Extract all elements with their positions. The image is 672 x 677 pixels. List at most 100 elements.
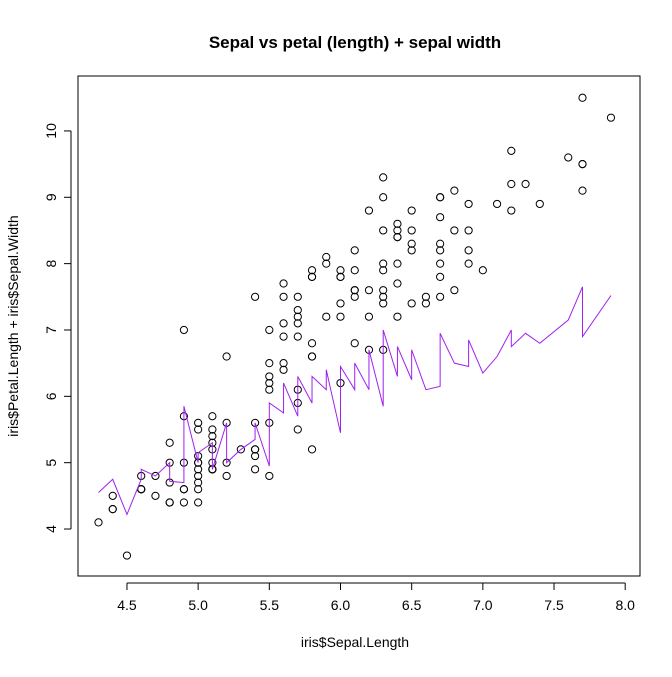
point: [379, 266, 388, 275]
y-tick-label: 5: [43, 459, 59, 467]
point: [436, 239, 445, 248]
point: [350, 339, 359, 348]
point: [450, 226, 459, 235]
point: [464, 199, 473, 209]
point: [293, 319, 302, 328]
y-tick-label: 10: [43, 123, 59, 139]
point: [250, 465, 260, 474]
point: [336, 312, 345, 321]
point: [450, 286, 459, 295]
point: [122, 551, 132, 560]
point: [379, 259, 388, 268]
point: [194, 485, 203, 494]
point: [179, 485, 189, 494]
y-tick-label: 6: [43, 392, 59, 400]
point: [407, 226, 416, 235]
point: [350, 292, 359, 301]
point: [350, 286, 359, 295]
point: [307, 445, 317, 454]
point: [464, 226, 473, 235]
point: [492, 199, 502, 209]
point: [179, 498, 189, 507]
y-tick-label: 8: [43, 260, 59, 268]
x-tick-label: 6.0: [331, 597, 351, 613]
point: [265, 325, 274, 335]
line: [98, 286, 612, 516]
point: [578, 93, 587, 102]
x-tick-label: 8.0: [615, 597, 635, 613]
point: [208, 425, 217, 434]
point: [436, 213, 445, 222]
point: [464, 246, 473, 255]
plot-box: [77, 75, 641, 577]
point: [407, 206, 416, 215]
point: [322, 259, 331, 268]
point: [379, 226, 388, 235]
point: [307, 352, 317, 361]
point: [265, 378, 274, 388]
point: [535, 199, 544, 209]
point: [279, 279, 288, 288]
x-tick-label: 7.5: [544, 597, 564, 613]
point: [279, 365, 288, 374]
point: [293, 305, 302, 315]
point: [379, 286, 388, 295]
point: [250, 451, 260, 461]
point: [194, 471, 203, 481]
point: [379, 292, 388, 301]
x-tick-label: 6.5: [402, 597, 422, 613]
point: [307, 272, 317, 282]
point: [436, 272, 445, 282]
y-tick-label: 7: [43, 326, 59, 334]
point: [379, 193, 388, 202]
point: [606, 113, 616, 122]
point: [194, 478, 203, 487]
point: [578, 160, 587, 169]
point: [293, 312, 302, 321]
point: [108, 491, 117, 500]
point: [564, 153, 573, 162]
point: [322, 312, 331, 321]
point: [293, 425, 302, 434]
point: [194, 465, 203, 474]
chart-title: Sepal vs petal (length) + sepal width: [209, 33, 501, 52]
point: [393, 312, 402, 321]
y-tick-label: 9: [43, 193, 59, 201]
point: [393, 279, 402, 288]
point: [350, 246, 359, 255]
point: [464, 259, 473, 268]
point: [194, 498, 203, 507]
point: [521, 179, 530, 189]
point: [293, 332, 302, 341]
point: [165, 498, 174, 507]
point: [578, 186, 587, 195]
point: [336, 266, 345, 275]
point: [421, 299, 431, 308]
point: [393, 232, 402, 242]
y-tick-label: 4: [43, 525, 59, 533]
point: [393, 226, 402, 235]
point: [436, 292, 445, 301]
point: [350, 266, 359, 275]
point: [165, 438, 174, 447]
point: [179, 325, 189, 335]
point: [407, 239, 416, 248]
point: [364, 312, 374, 321]
y-axis-label: iris$Petal.Length + iris$Sepal.Width: [5, 215, 21, 436]
point: [208, 432, 217, 441]
point: [307, 339, 317, 348]
point: [279, 292, 288, 301]
point: [364, 206, 374, 215]
point: [236, 445, 245, 454]
point: [279, 359, 288, 368]
point: [407, 246, 416, 255]
point: [436, 259, 445, 268]
point: [379, 173, 388, 182]
point: [151, 491, 160, 500]
point: [265, 471, 274, 481]
point: [151, 471, 160, 481]
point: [208, 412, 217, 421]
x-tick-label: 7.0: [473, 597, 493, 613]
point: [450, 186, 459, 195]
point: [507, 179, 516, 189]
